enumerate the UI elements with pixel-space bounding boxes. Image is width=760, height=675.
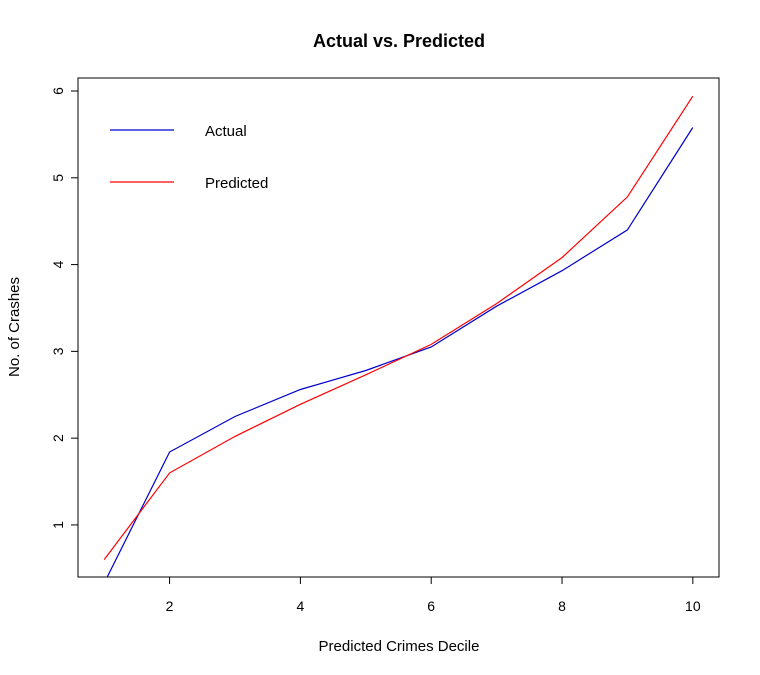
- x-tick-label: 2: [166, 598, 174, 614]
- legend: Actual Predicted: [110, 123, 268, 192]
- legend-label-predicted: Predicted: [205, 175, 268, 192]
- y-tick-label: 6: [50, 87, 66, 95]
- x-axis-label: Predicted Crimes Decile: [319, 638, 480, 655]
- x-tick-label: 4: [296, 598, 304, 614]
- y-tick-label: 5: [50, 174, 66, 182]
- y-tick-label: 4: [50, 260, 66, 268]
- y-axis-label: No. of Crashes: [6, 277, 23, 377]
- x-tick-label: 6: [427, 598, 435, 614]
- chart-title: Actual vs. Predicted: [313, 31, 485, 51]
- x-tick-label: 10: [685, 598, 701, 614]
- y-tick-label: 3: [50, 347, 66, 355]
- series-line-predicted: [103, 95, 694, 560]
- y-axis: 1 2 3 4 5 6: [50, 87, 78, 529]
- x-axis: 2 4 6 8 10: [166, 577, 701, 614]
- x-tick-label: 8: [558, 598, 566, 614]
- y-tick-label: 1: [50, 521, 66, 529]
- y-tick-label: 2: [50, 434, 66, 442]
- plot-frame: [77, 77, 720, 578]
- legend-label-actual: Actual: [205, 123, 247, 140]
- series-line-actual: [106, 127, 694, 577]
- series-layer: [103, 95, 694, 577]
